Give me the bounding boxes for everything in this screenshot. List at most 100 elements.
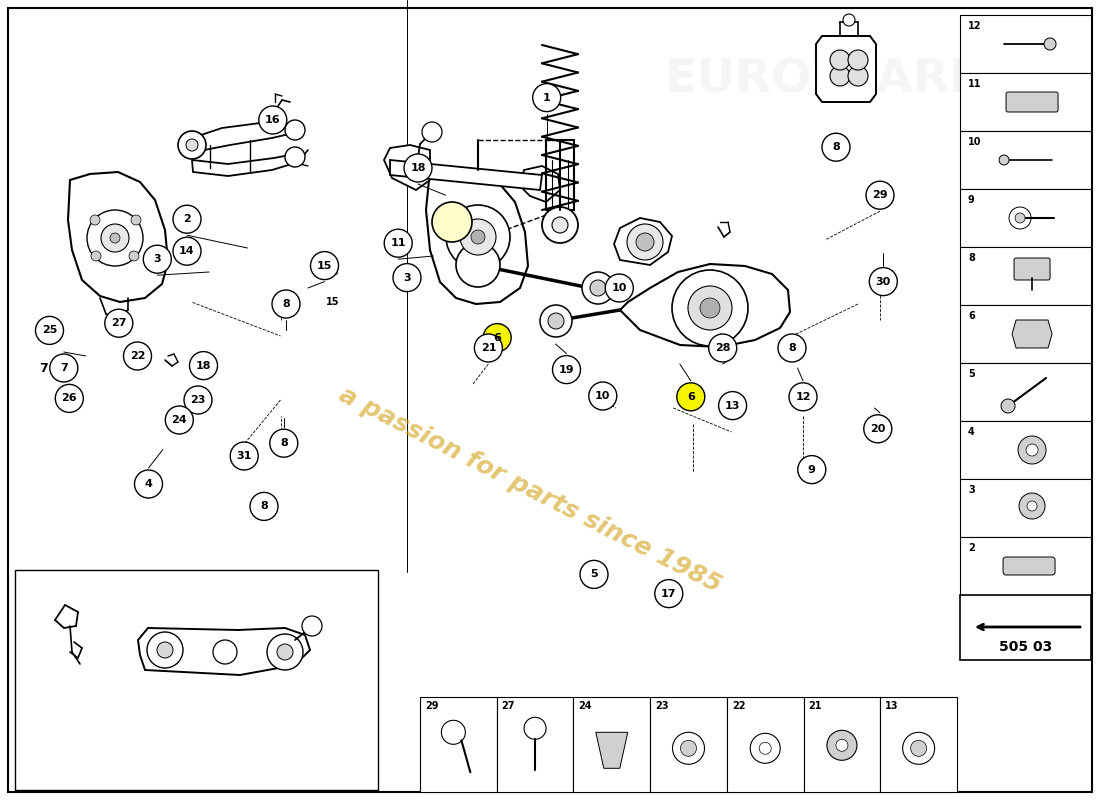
Circle shape <box>165 406 194 434</box>
Bar <box>960 479 1091 537</box>
Circle shape <box>110 233 120 243</box>
Polygon shape <box>426 170 528 304</box>
Text: 27: 27 <box>111 318 126 328</box>
Bar <box>960 595 1091 660</box>
Text: 23: 23 <box>190 395 206 405</box>
Polygon shape <box>138 628 310 675</box>
Circle shape <box>184 386 212 414</box>
Circle shape <box>654 579 683 608</box>
Bar <box>960 73 1091 131</box>
Circle shape <box>836 739 848 751</box>
Text: 3: 3 <box>154 254 161 264</box>
Circle shape <box>827 730 857 760</box>
Text: 20: 20 <box>870 424 886 434</box>
Bar <box>960 363 1091 421</box>
Circle shape <box>432 202 472 242</box>
Circle shape <box>552 355 581 383</box>
Polygon shape <box>1012 320 1052 348</box>
Circle shape <box>672 732 704 764</box>
Bar <box>960 247 1091 305</box>
Circle shape <box>590 280 606 296</box>
FancyBboxPatch shape <box>1014 258 1050 280</box>
Circle shape <box>422 122 442 142</box>
Circle shape <box>1009 207 1031 229</box>
Text: 1: 1 <box>542 93 551 102</box>
Text: 29: 29 <box>872 190 888 200</box>
Circle shape <box>285 120 305 140</box>
Circle shape <box>1019 436 1046 464</box>
Circle shape <box>302 616 322 636</box>
Text: EUROSPARES: EUROSPARES <box>664 58 1015 102</box>
FancyBboxPatch shape <box>1003 557 1055 575</box>
Text: 2: 2 <box>183 214 191 224</box>
Bar <box>960 131 1091 189</box>
Text: 18: 18 <box>196 361 211 370</box>
Text: 24: 24 <box>579 701 592 711</box>
Text: 2: 2 <box>968 543 975 553</box>
Circle shape <box>384 230 412 258</box>
Bar <box>960 189 1091 247</box>
Circle shape <box>258 106 287 134</box>
Circle shape <box>471 230 485 244</box>
Circle shape <box>104 310 133 338</box>
Circle shape <box>750 734 780 763</box>
Bar <box>573 697 650 792</box>
Text: 6: 6 <box>493 333 502 342</box>
Circle shape <box>143 245 172 273</box>
Text: 8: 8 <box>282 299 290 309</box>
Polygon shape <box>390 160 542 190</box>
Circle shape <box>540 305 572 337</box>
Text: 15: 15 <box>317 261 332 270</box>
Circle shape <box>446 205 510 269</box>
Bar <box>420 697 497 792</box>
Circle shape <box>848 50 868 70</box>
Polygon shape <box>68 172 168 302</box>
Text: 6: 6 <box>686 392 695 402</box>
Text: 30: 30 <box>876 277 891 286</box>
Circle shape <box>173 237 201 265</box>
Bar <box>15 570 378 790</box>
Circle shape <box>213 640 236 664</box>
Circle shape <box>798 456 826 483</box>
Circle shape <box>1026 444 1038 456</box>
Circle shape <box>483 323 512 352</box>
Circle shape <box>672 270 748 346</box>
Circle shape <box>1044 38 1056 50</box>
Circle shape <box>456 243 501 287</box>
Circle shape <box>830 66 850 86</box>
Circle shape <box>393 264 421 292</box>
Circle shape <box>129 251 139 261</box>
Circle shape <box>830 50 850 70</box>
Text: 10: 10 <box>968 137 981 147</box>
Text: 27: 27 <box>502 701 515 711</box>
Bar <box>960 15 1091 73</box>
Circle shape <box>866 182 894 210</box>
Circle shape <box>189 351 218 379</box>
Text: 19: 19 <box>559 365 574 374</box>
Circle shape <box>91 251 101 261</box>
Text: 23: 23 <box>656 701 669 711</box>
Text: 31: 31 <box>236 451 252 461</box>
Text: 24: 24 <box>172 415 187 425</box>
Circle shape <box>627 224 663 260</box>
Circle shape <box>681 740 696 756</box>
Text: 18: 18 <box>410 163 426 173</box>
Circle shape <box>843 14 855 26</box>
Circle shape <box>55 384 84 413</box>
Circle shape <box>35 317 64 345</box>
Circle shape <box>848 66 868 86</box>
Text: 10: 10 <box>612 283 627 293</box>
Text: 12: 12 <box>968 21 981 31</box>
Text: a passion for parts since 1985: a passion for parts since 1985 <box>334 382 725 598</box>
Circle shape <box>636 233 654 251</box>
Text: 3: 3 <box>968 485 975 495</box>
Text: 4: 4 <box>968 427 975 437</box>
Text: 15: 15 <box>326 267 339 277</box>
Bar <box>650 697 727 792</box>
Circle shape <box>230 442 258 470</box>
Text: 29: 29 <box>425 701 439 711</box>
Bar <box>727 697 804 792</box>
Circle shape <box>267 634 303 670</box>
Circle shape <box>1001 399 1015 413</box>
Circle shape <box>404 154 432 182</box>
